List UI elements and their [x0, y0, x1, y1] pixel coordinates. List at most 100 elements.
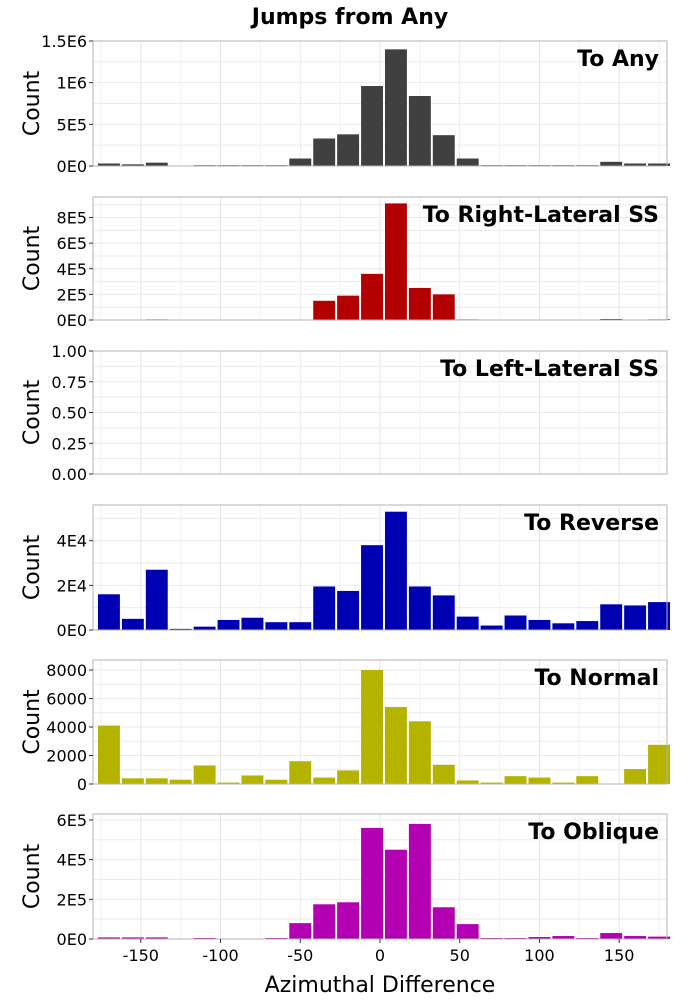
bar	[576, 621, 599, 630]
bar	[408, 586, 431, 630]
y-tick-label: 6E5	[57, 811, 87, 830]
bar	[145, 937, 168, 939]
panel-label: To Normal	[534, 666, 659, 691]
panels: 0E0 5E5 1E6 1.5E6 Count To Any 0E0 2E5 4E5 6E5 8E5…	[20, 32, 670, 949]
bar	[576, 776, 599, 784]
y-tick-label: 4E5	[57, 851, 87, 870]
bar	[313, 138, 336, 166]
y-tick-labels: 0E0 5E5 1E6 1.5E6	[41, 32, 93, 176]
bar	[504, 615, 527, 630]
bar	[265, 622, 288, 630]
bar	[145, 162, 168, 166]
x-tick-label: -100	[202, 946, 238, 965]
panel-label: To Oblique	[528, 820, 659, 845]
bar	[408, 287, 431, 320]
x-tick-label: -150	[123, 946, 159, 965]
panel-label: To Right-Lateral SS	[423, 203, 659, 228]
y-tick-label: 8E5	[57, 209, 87, 228]
y-tick-label: 2E4	[57, 576, 87, 595]
plot-frame	[92, 196, 668, 321]
bar	[432, 907, 455, 939]
panel-label: To Reverse	[524, 511, 659, 536]
y-tick-label: 0	[77, 775, 87, 794]
panel-1: 0E0 5E5 1E6 1.5E6 Count To Any	[20, 32, 670, 176]
x-tick-label: 0	[375, 946, 385, 965]
bar	[408, 721, 431, 784]
y-tick-label: 0.25	[51, 434, 87, 453]
bar	[432, 135, 455, 166]
bar	[432, 764, 455, 784]
bar	[289, 622, 312, 630]
bar	[456, 158, 479, 166]
bar	[528, 777, 551, 784]
bar	[384, 511, 407, 630]
y-tick-label: 2000	[46, 746, 87, 765]
y-tick-label: 0.50	[51, 404, 87, 423]
bar	[193, 626, 216, 630]
bar	[97, 594, 120, 630]
y-tick-label: 1.5E6	[41, 32, 87, 51]
bar	[384, 49, 407, 167]
bar	[504, 776, 527, 784]
y-axis-label: Count	[20, 379, 45, 445]
bar	[121, 164, 144, 166]
y-tick-label: 2E5	[57, 890, 87, 909]
bar	[241, 775, 264, 784]
y-tick-label: 4E5	[57, 260, 87, 279]
bar	[169, 628, 192, 630]
panel-4: 0E0 2E4 4E4 Count To Reverse	[20, 504, 670, 640]
bar	[145, 569, 168, 630]
plot-frame	[92, 659, 668, 785]
y-axis-label: Count	[20, 70, 45, 136]
bar	[121, 618, 144, 630]
bar	[313, 300, 336, 320]
bar	[552, 936, 575, 939]
y-tick-labels: 0E0 2E5 4E5 6E5	[57, 811, 93, 949]
bar	[456, 924, 479, 939]
bar	[169, 779, 192, 784]
bar	[432, 294, 455, 320]
y-tick-labels: 0.00 0.25 0.50 0.75 1.00	[51, 342, 93, 484]
panel-2: 0E0 2E5 4E5 6E5 8E5 Count To Right-Lateral SS	[20, 196, 670, 330]
bar	[217, 782, 240, 784]
y-tick-label: 4E4	[57, 532, 87, 551]
bar	[121, 937, 144, 939]
bar	[337, 295, 360, 320]
x-tick-label: 50	[450, 946, 470, 965]
bar	[528, 619, 551, 630]
bar	[361, 669, 383, 784]
bar	[624, 936, 647, 939]
bar	[600, 161, 623, 166]
y-axis-label: Count	[20, 534, 45, 600]
y-tick-label: 0E0	[57, 930, 87, 949]
bar	[528, 937, 551, 939]
bar	[361, 827, 383, 939]
y-axis-label: Count	[20, 689, 45, 755]
bar	[384, 707, 407, 784]
bar	[432, 595, 455, 630]
bar	[600, 933, 623, 939]
bars	[97, 669, 670, 784]
bars	[97, 511, 670, 630]
bar	[145, 778, 168, 784]
y-tick-label: 6E5	[57, 234, 87, 253]
bar	[624, 605, 647, 630]
y-tick-labels: 0E0 2E4 4E4	[57, 532, 93, 640]
bar	[289, 761, 312, 784]
bar	[648, 744, 670, 784]
bar	[313, 586, 336, 630]
bar	[408, 96, 431, 166]
bar	[480, 782, 503, 784]
bar	[97, 725, 120, 784]
bar	[289, 158, 312, 166]
bar	[193, 765, 216, 784]
bar	[480, 625, 503, 630]
x-axis-label: Azimuthal Difference	[265, 973, 496, 998]
y-tick-label: 8000	[46, 661, 87, 680]
x-tick-label: -50	[287, 946, 313, 965]
bar	[337, 902, 360, 939]
y-axis-label: Count	[20, 225, 45, 291]
y-tick-label: 0E0	[57, 621, 87, 640]
panel-label: To Left-Lateral SS	[440, 357, 659, 382]
